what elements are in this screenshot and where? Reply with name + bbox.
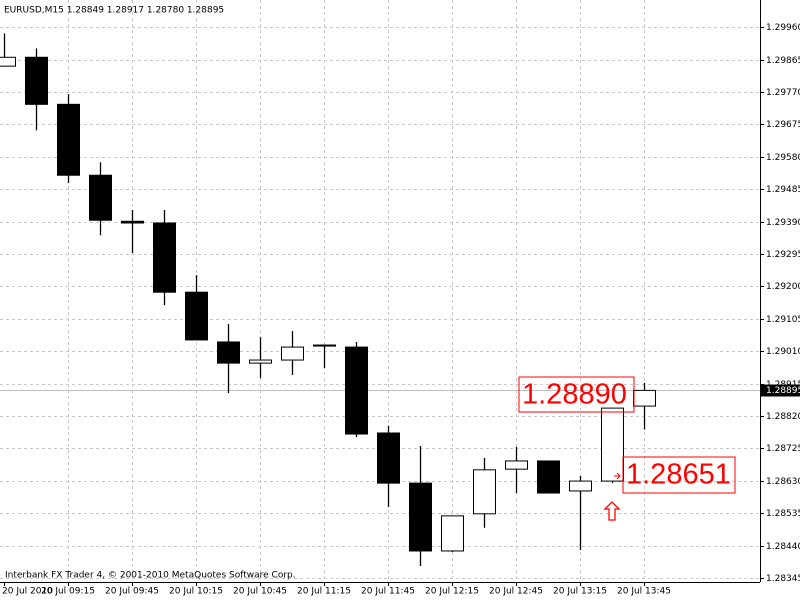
footer: Interbank FX Trader 4, © 2001-2010 MetaQ… bbox=[5, 571, 296, 581]
candle-body bbox=[505, 460, 528, 470]
price-label: 1.28895 bbox=[766, 386, 800, 396]
candle-body bbox=[473, 469, 496, 515]
x-tick-label: 20 Jul 12:15 bbox=[425, 587, 479, 597]
x-tick-label: 20 Jul 11:45 bbox=[361, 587, 415, 597]
y-tick-label: 1.29295 bbox=[766, 250, 800, 260]
y-tick-label: 1.29960 bbox=[766, 23, 800, 33]
candle-body bbox=[0, 56, 16, 67]
candle-body bbox=[569, 480, 592, 492]
candle-body bbox=[153, 222, 176, 293]
y-tick-label: 1.28820 bbox=[766, 412, 800, 422]
x-tick-label: 20 Jul 09:15 bbox=[41, 587, 95, 597]
x-tick-label: 20 Jul 12:45 bbox=[489, 587, 543, 597]
candle-body bbox=[121, 220, 144, 224]
arrow-icon bbox=[603, 501, 621, 521]
y-tick-label: 1.29485 bbox=[766, 185, 800, 195]
candle-body bbox=[409, 482, 432, 552]
y-tick-label: 1.29770 bbox=[766, 88, 800, 98]
annotation: 1.28651 bbox=[626, 459, 731, 491]
y-tick-label: 1.29675 bbox=[766, 120, 800, 130]
candle-body bbox=[25, 56, 48, 105]
y-tick-label: 1.28535 bbox=[766, 509, 800, 519]
candle-body bbox=[185, 291, 208, 341]
candle-body bbox=[249, 359, 272, 364]
candle-body bbox=[57, 103, 80, 176]
chart-header: EURUSD,M15 1.28849 1.28917 1.28780 1.288… bbox=[4, 6, 224, 16]
x-tick-label: 20 Jul 10:45 bbox=[233, 587, 287, 597]
x-tick-label: 20 Jul 11:15 bbox=[297, 587, 351, 597]
candle-body bbox=[89, 174, 112, 221]
candle-body bbox=[313, 344, 336, 347]
y-tick-label: 1.29010 bbox=[766, 347, 800, 357]
x-tick-label: 20 Jul 10:15 bbox=[169, 587, 223, 597]
candle-body bbox=[281, 346, 304, 361]
x-tick-label: 20 Jul 09:45 bbox=[105, 587, 159, 597]
candle-body bbox=[217, 341, 240, 364]
candle-body bbox=[441, 515, 464, 552]
y-tick-label: 1.29200 bbox=[766, 282, 800, 292]
y-tick-label: 1.29865 bbox=[766, 56, 800, 66]
annotation-box bbox=[518, 376, 635, 413]
candle-body bbox=[377, 432, 400, 484]
y-tick-label: 1.28440 bbox=[766, 542, 800, 552]
y-tick-label: 1.29105 bbox=[766, 315, 800, 325]
annotation: 1.28890 bbox=[522, 379, 627, 411]
candle-body bbox=[345, 346, 368, 435]
y-tick-label: 1.28630 bbox=[766, 477, 800, 487]
y-tick-label: 1.28345 bbox=[766, 574, 800, 584]
candle-body bbox=[601, 407, 624, 482]
y-tick-label: 1.29580 bbox=[766, 153, 800, 163]
x-tick-label: 20 Jul 13:15 bbox=[553, 587, 607, 597]
x-tick-label: 20 Jul 13:45 bbox=[617, 587, 671, 597]
annotation-box bbox=[622, 456, 736, 494]
candle-body bbox=[633, 389, 656, 407]
marker-icon bbox=[614, 472, 621, 480]
y-tick-label: 1.29390 bbox=[766, 218, 800, 228]
x-tick-label: 20 Jul 2010 bbox=[2, 587, 53, 597]
plot bbox=[0, 33, 656, 566]
price-label-box bbox=[761, 384, 800, 397]
candle-body bbox=[537, 460, 560, 494]
y-tick-label: 1.28725 bbox=[766, 444, 800, 454]
